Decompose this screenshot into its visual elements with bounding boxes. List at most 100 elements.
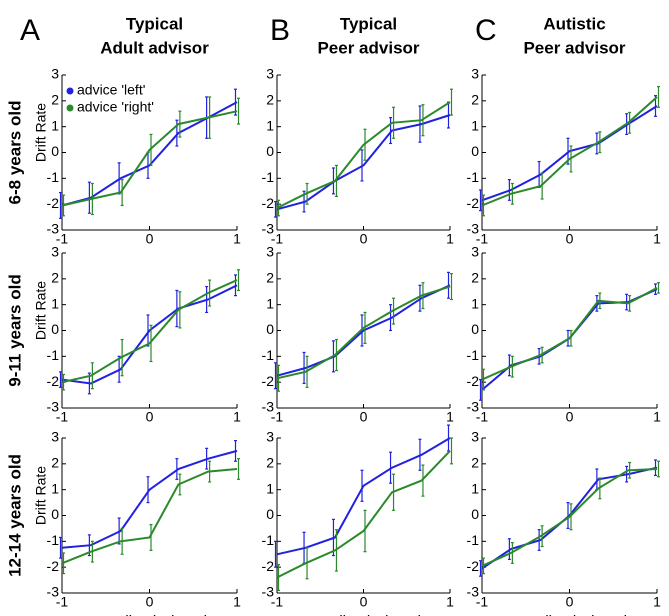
- y-tick-label: 0: [51, 143, 59, 159]
- series-line: [481, 287, 658, 381]
- y-tick-label: -1: [47, 532, 60, 548]
- column-title: Autistic: [543, 14, 605, 33]
- y-tick-label: 0: [266, 506, 274, 522]
- y-tick-label: 3: [266, 429, 274, 445]
- y-tick-label: -2: [262, 558, 275, 574]
- y-tick-label: 0: [471, 506, 479, 522]
- y-tick-label: -1: [262, 169, 275, 185]
- legend-marker: [66, 87, 74, 95]
- x-tick-label: 0: [566, 594, 574, 610]
- panel-letter: C: [475, 14, 497, 47]
- x-tick-label: 0: [360, 594, 368, 610]
- x-tick-label: -1: [271, 409, 284, 425]
- error-bar: [363, 509, 367, 553]
- error-bar: [237, 458, 240, 480]
- error-bar: [120, 179, 124, 207]
- y-tick-label: -2: [47, 558, 60, 574]
- x-tick-label: 0: [566, 409, 574, 425]
- y-tick-label: 1: [266, 117, 274, 133]
- x-tick-label: 1: [446, 231, 454, 247]
- error-bar: [389, 117, 393, 145]
- y-tick-label: 2: [51, 270, 59, 286]
- x-axis-label: Normalised Disparity: [500, 613, 639, 616]
- y-tick-label: -2: [47, 373, 60, 389]
- x-tick-label: 1: [233, 409, 241, 425]
- y-tick-label: -2: [262, 195, 275, 211]
- error-bar: [421, 464, 425, 497]
- row-label: 12-14 years old: [5, 454, 24, 577]
- y-tick-label: 0: [51, 506, 59, 522]
- x-tick-label: 1: [446, 594, 454, 610]
- y-tick-label: -3: [47, 221, 60, 237]
- y-tick-label: -1: [467, 169, 480, 185]
- series-line: [481, 105, 658, 202]
- y-tick-label: -2: [262, 373, 275, 389]
- y-tick-label: 0: [471, 321, 479, 337]
- y-tick-label: -3: [467, 221, 480, 237]
- error-bar: [450, 273, 453, 301]
- x-tick-label: 0: [146, 231, 154, 247]
- error-bar: [360, 469, 364, 502]
- error-bar: [237, 269, 240, 292]
- column-title: Peer advisor: [317, 38, 419, 57]
- y-tick-label: 2: [51, 92, 59, 108]
- error-bar: [569, 503, 573, 531]
- y-tick-label: 1: [266, 480, 274, 496]
- series-line: [481, 468, 658, 567]
- error-bar: [657, 282, 660, 294]
- column-title: Adult advisor: [100, 38, 209, 57]
- legend-label: advice 'left': [77, 82, 145, 98]
- series-line: [61, 279, 238, 384]
- series-line: [276, 101, 451, 209]
- y-tick-label: -2: [47, 195, 60, 211]
- x-tick-label: 1: [653, 231, 661, 247]
- y-tick-label: 2: [471, 270, 479, 286]
- y-axis-label: Drift Rate: [33, 466, 49, 525]
- y-tick-label: 1: [471, 117, 479, 133]
- error-bar: [569, 329, 573, 347]
- panel-letter: A: [20, 14, 40, 47]
- y-tick-label: 2: [266, 92, 274, 108]
- series-line: [276, 437, 451, 556]
- error-bar: [450, 88, 453, 116]
- x-axis-label: Normalised Disparity: [80, 613, 219, 616]
- error-bar: [274, 362, 277, 390]
- error-bar: [540, 172, 544, 200]
- y-tick-label: 3: [51, 429, 59, 445]
- legend-marker: [66, 104, 74, 112]
- x-tick-label: 1: [233, 594, 241, 610]
- series-line: [276, 450, 451, 579]
- y-tick-label: 2: [266, 270, 274, 286]
- y-tick-label: 1: [266, 295, 274, 311]
- series-line: [61, 468, 238, 565]
- x-tick-label: -1: [56, 409, 69, 425]
- error-bar: [59, 191, 62, 219]
- error-bar: [628, 111, 632, 134]
- y-tick-label: -1: [467, 347, 480, 363]
- x-tick-label: -1: [56, 594, 69, 610]
- x-tick-label: -1: [476, 231, 489, 247]
- y-tick-label: 3: [471, 244, 479, 260]
- error-bar: [334, 164, 338, 198]
- error-bar: [274, 540, 277, 568]
- series-line: [481, 96, 658, 207]
- y-tick-label: -1: [262, 347, 275, 363]
- y-tick-label: 2: [51, 455, 59, 471]
- series-line: [481, 288, 658, 391]
- y-tick-label: 3: [51, 244, 59, 260]
- x-tick-label: 0: [146, 594, 154, 610]
- y-tick-label: 1: [51, 480, 59, 496]
- y-tick-label: 0: [471, 143, 479, 159]
- y-tick-label: -1: [262, 532, 275, 548]
- y-tick-label: -3: [262, 221, 275, 237]
- y-tick-label: -2: [467, 558, 480, 574]
- x-tick-label: -1: [271, 231, 284, 247]
- y-tick-label: 0: [266, 143, 274, 159]
- column-title: Typical: [340, 14, 397, 33]
- legend-label: advice 'right': [77, 99, 154, 115]
- error-bar: [146, 314, 150, 347]
- y-tick-label: -3: [262, 584, 275, 600]
- y-tick-label: -3: [467, 584, 480, 600]
- error-bar: [507, 354, 511, 377]
